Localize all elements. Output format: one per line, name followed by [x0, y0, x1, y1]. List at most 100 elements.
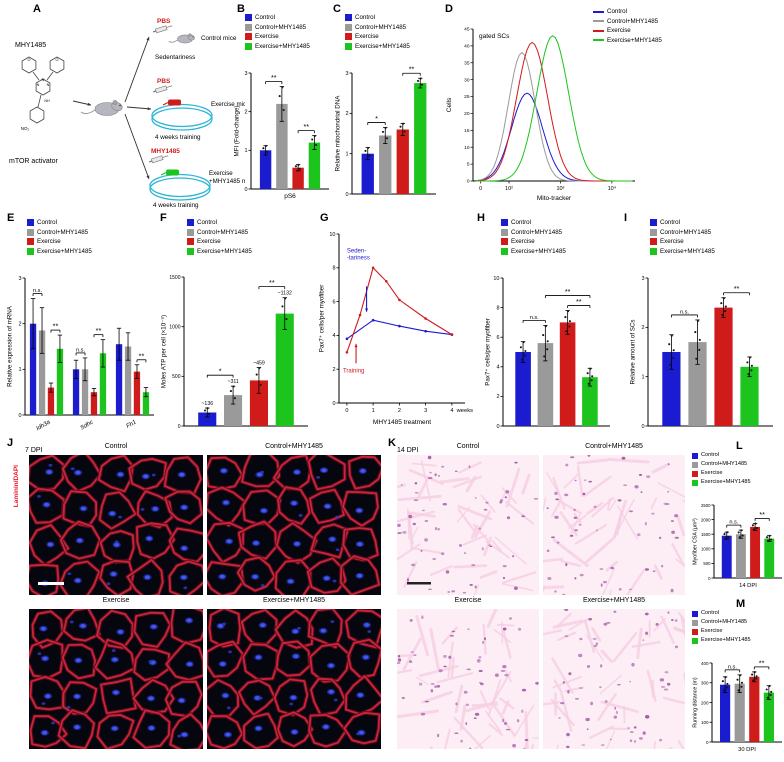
- hematoxylin-nucleus: [410, 651, 414, 653]
- hematoxylin-nucleus: [460, 739, 463, 743]
- atom-label: N: [42, 78, 45, 82]
- hematoxylin-nucleus: [615, 710, 618, 715]
- hematoxylin-nucleus: [603, 622, 608, 626]
- hematoxylin-nucleus: [646, 475, 651, 478]
- hematoxylin-nucleus: [556, 541, 560, 544]
- hematoxylin-nucleus: [568, 672, 572, 676]
- dapi-nucleus: [74, 725, 80, 730]
- legend-label: Control: [660, 219, 680, 226]
- data-point: [262, 147, 265, 150]
- eosin-fiber: [616, 498, 635, 532]
- eosin-fiber: [429, 565, 453, 576]
- x-axis-label: MHY1485 treatment: [373, 419, 431, 426]
- panel-letter-d: D: [445, 3, 453, 15]
- data-point: [364, 149, 367, 152]
- dapi-nucleus: [328, 663, 334, 668]
- bar-Control+MHY1485: [81, 369, 89, 415]
- legend-item: Exercise: [27, 238, 92, 246]
- eosin-fiber: [636, 627, 643, 660]
- laminin-outline: [238, 679, 276, 716]
- legend-marker-exercise_mhy: [345, 42, 352, 50]
- sig-label: n.s.: [76, 347, 85, 353]
- hematoxylin-nucleus: [567, 690, 570, 694]
- laminin-outline: [97, 455, 134, 493]
- bar-Control+MHY1485: [537, 343, 554, 426]
- chart-f-bar: 0 500 1000 1500 Moles ATP per cell (×10⁻⁹) ~1…: [161, 275, 308, 430]
- eosin-fiber: [521, 473, 531, 495]
- y-axis-label: Relative amount of SCs: [630, 320, 637, 385]
- hematoxylin-nucleus: [629, 739, 633, 742]
- hematoxylin-nucleus: [671, 618, 674, 622]
- data-point: [737, 689, 740, 692]
- legend-marker-exercise_mhy: [650, 247, 657, 255]
- y-tick-label: 0: [345, 192, 348, 198]
- hematoxylin-nucleus: [674, 514, 678, 518]
- legend-marker-control: [692, 452, 698, 459]
- data-point: [741, 534, 744, 537]
- y-tick-label: 8: [332, 266, 335, 272]
- ring: [49, 56, 65, 74]
- bar-Exercise: [750, 526, 760, 578]
- panel-j: J 7 DPI Laminin/DAPI Control Control+MHY…: [5, 437, 383, 762]
- eosin-fiber: [436, 672, 474, 684]
- hematoxylin-nucleus: [398, 654, 401, 658]
- data-point: [720, 302, 723, 305]
- sig-label: **: [96, 326, 102, 335]
- dapi-nucleus: [357, 542, 363, 547]
- line-shape: [152, 90, 157, 93]
- eosin-fiber: [453, 564, 488, 569]
- eosin-fiber: [505, 500, 535, 525]
- hematoxylin-nucleus: [521, 515, 525, 518]
- timepoint-label-7dpi: 7 DPI: [25, 447, 43, 454]
- laminin-outline: [343, 711, 381, 745]
- hematoxylin-nucleus: [397, 662, 401, 664]
- chart-i-bar: 0 1 2 3 Relative amount of SCs n.s. **: [630, 276, 773, 430]
- hematoxylin-nucleus: [634, 485, 639, 489]
- arrow-head: [365, 308, 369, 312]
- legend-item: Exercise: [187, 238, 252, 246]
- hematoxylin-nucleus: [430, 683, 435, 685]
- hematoxylin-nucleus: [551, 536, 555, 539]
- laminin-outline: [306, 557, 347, 594]
- hematoxylin-nucleus: [436, 685, 441, 688]
- data-point: [523, 354, 526, 357]
- series-point: [345, 351, 349, 354]
- data-point: [740, 685, 743, 688]
- hematoxylin-nucleus: [469, 583, 473, 586]
- eosin-fiber: [474, 510, 492, 538]
- dapi-nucleus: [143, 474, 149, 479]
- column-header-control: Control: [456, 443, 480, 450]
- legend-item: Control: [245, 14, 310, 22]
- eosin-fiber: [650, 497, 658, 510]
- laminin-outline: [128, 458, 167, 491]
- dapi-nucleus: [356, 508, 362, 513]
- legend-item: Exercise+MHY1485: [501, 248, 566, 256]
- bar-Control+MHY1485: [688, 342, 707, 426]
- eosin-fiber: [568, 512, 582, 538]
- y-tick-label: 5: [467, 162, 470, 168]
- eosin-fiber: [609, 589, 612, 595]
- eosin-fiber: [494, 536, 527, 565]
- legend-label: Exercise+MHY1485: [255, 42, 310, 50]
- treadmill-icon: [151, 99, 213, 131]
- hematoxylin-nucleus: [613, 715, 617, 719]
- dapi-nucleus: [219, 574, 225, 579]
- chart-h-bar: 0 2 4 6 8 10 Pax7⁺ cells/per myofiber n.s. ** **: [485, 276, 610, 430]
- hematoxylin-nucleus: [434, 685, 438, 688]
- dapi-nucleus: [261, 508, 267, 513]
- sig-label: **: [53, 322, 59, 331]
- hematoxylin-nucleus: [505, 490, 510, 494]
- sig-label: *: [219, 367, 222, 376]
- dapi-nucleus: [117, 630, 124, 634]
- syringe-icon: [148, 155, 169, 164]
- treadmill-icon: [149, 169, 211, 201]
- x-axis-label: Mito-tracker: [537, 195, 572, 202]
- dapi-nucleus: [181, 732, 188, 737]
- panel-g: G 0 2 4 6 8 10 0 1 2 3 4 Pax7⁺ cells/per myofiber MH…: [315, 212, 475, 437]
- dapi-nucleus: [220, 662, 226, 666]
- eosin-fiber: [676, 514, 685, 537]
- panel-m: M Control Control+MHY1485 Exercise Exercise…: [690, 598, 784, 762]
- x-unit-label: weeks: [456, 408, 474, 414]
- data-point: [753, 671, 756, 674]
